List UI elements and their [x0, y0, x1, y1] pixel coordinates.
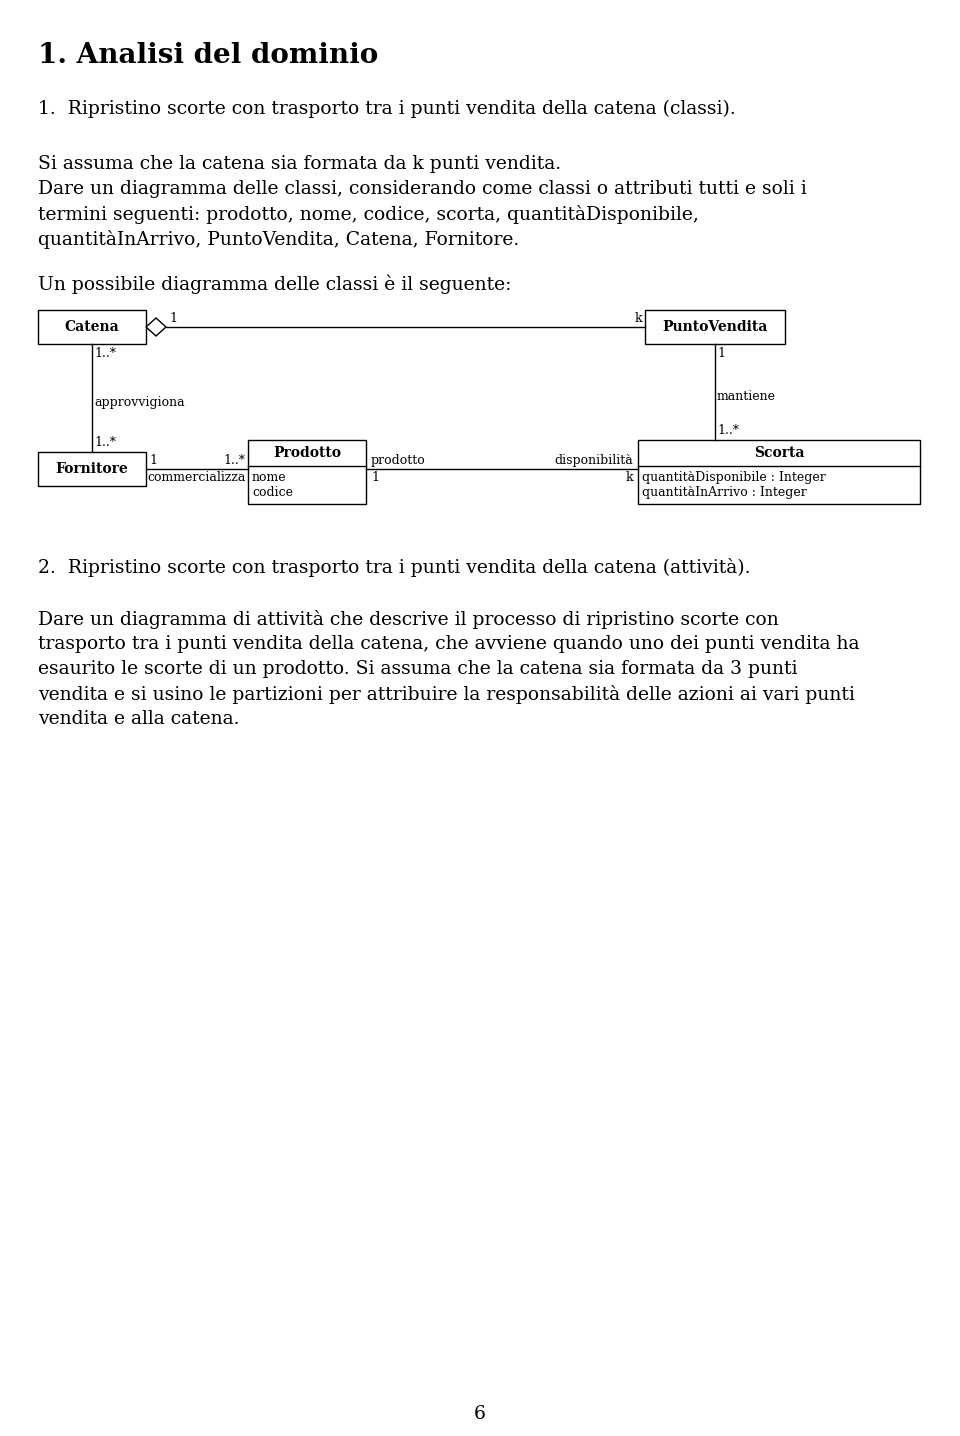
Text: Dare un diagramma delle classi, considerando come classi o attributi tutti e sol: Dare un diagramma delle classi, consider… — [38, 180, 806, 198]
Text: 1..*: 1..* — [94, 348, 116, 360]
Bar — [645, 310, 785, 345]
Text: Prodotto: Prodotto — [273, 447, 341, 460]
Text: esaurito le scorte di un prodotto. Si assuma che la catena sia formata da 3 punt: esaurito le scorte di un prodotto. Si as… — [38, 661, 798, 678]
Text: vendita e alla catena.: vendita e alla catena. — [38, 709, 239, 728]
Text: quantitàDisponibile : Integer: quantitàDisponibile : Integer — [642, 471, 826, 484]
Text: k: k — [635, 312, 642, 325]
Text: mantiene: mantiene — [717, 391, 776, 404]
Text: Catena: Catena — [64, 320, 119, 335]
Text: quantitàInArrivo : Integer: quantitàInArrivo : Integer — [642, 485, 806, 498]
Text: nome: nome — [252, 471, 287, 484]
Text: Fornitore: Fornitore — [56, 462, 129, 475]
Text: 6: 6 — [474, 1404, 486, 1423]
Bar — [638, 439, 920, 504]
Text: 1: 1 — [371, 471, 379, 484]
Text: PuntoVendita: PuntoVendita — [662, 320, 768, 335]
Text: 1: 1 — [717, 348, 725, 360]
Text: prodotto: prodotto — [371, 454, 425, 467]
Text: commercializza: commercializza — [148, 471, 246, 484]
Text: 1.  Ripristino scorte con trasporto tra i punti vendita della catena (classi).: 1. Ripristino scorte con trasporto tra i… — [38, 101, 735, 118]
Text: codice: codice — [252, 485, 293, 498]
Text: approvvigiona: approvvigiona — [94, 396, 184, 409]
Text: 1..*: 1..* — [94, 437, 116, 449]
Text: vendita e si usino le partizioni per attribuire la responsabilità delle azioni a: vendita e si usino le partizioni per att… — [38, 685, 854, 704]
Text: 1..*: 1..* — [717, 424, 739, 437]
Text: 1..*: 1..* — [223, 454, 245, 467]
Polygon shape — [146, 317, 166, 336]
Text: Un possibile diagramma delle classi è il seguente:: Un possibile diagramma delle classi è il… — [38, 276, 512, 294]
Text: Si assuma che la catena sia formata da k punti vendita.: Si assuma che la catena sia formata da k… — [38, 155, 562, 172]
Text: termini seguenti: prodotto, nome, codice, scorta, quantitàDisponibile,: termini seguenti: prodotto, nome, codice… — [38, 205, 699, 224]
Text: quantitàInArrivo, PuntoVendita, Catena, Fornitore.: quantitàInArrivo, PuntoVendita, Catena, … — [38, 230, 519, 248]
Bar — [38, 310, 146, 345]
Text: 1: 1 — [149, 454, 157, 467]
Text: k: k — [625, 471, 633, 484]
Text: 2.  Ripristino scorte con trasporto tra i punti vendita della catena (attività).: 2. Ripristino scorte con trasporto tra i… — [38, 559, 751, 577]
Text: trasporto tra i punti vendita della catena, che avviene quando uno dei punti ven: trasporto tra i punti vendita della cate… — [38, 635, 859, 653]
Text: disponibilità: disponibilità — [554, 454, 633, 467]
Bar — [248, 439, 366, 504]
Text: Scorta: Scorta — [754, 447, 804, 460]
Text: 1. Analisi del dominio: 1. Analisi del dominio — [38, 42, 378, 69]
Text: 1: 1 — [169, 312, 177, 325]
Text: Dare un diagramma di attività che descrive il processo di ripristino scorte con: Dare un diagramma di attività che descri… — [38, 610, 779, 629]
Bar — [38, 452, 146, 485]
